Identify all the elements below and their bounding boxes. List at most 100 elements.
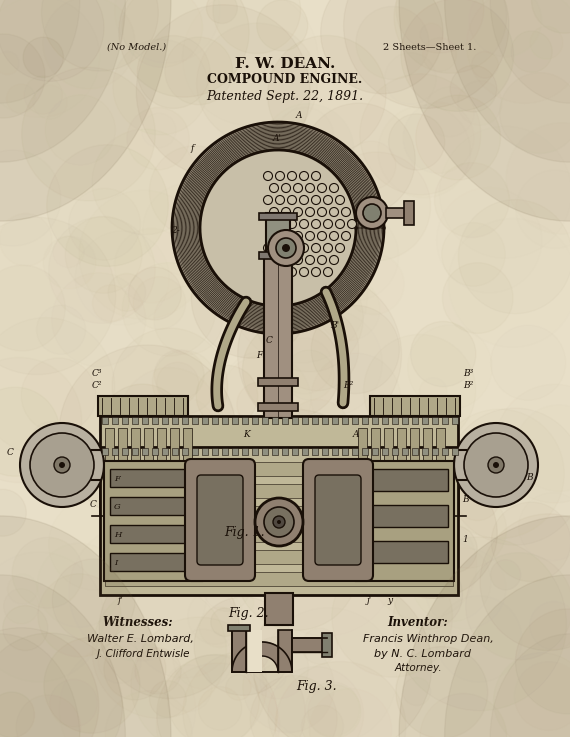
Bar [302, 448, 308, 455]
Text: B²: B² [463, 381, 473, 390]
Circle shape [322, 152, 430, 261]
Circle shape [299, 172, 308, 181]
Text: COMPOUND ENGINE.: COMPOUND ENGINE. [207, 73, 363, 86]
Circle shape [393, 560, 463, 629]
Circle shape [165, 37, 233, 105]
Bar [352, 417, 358, 424]
Circle shape [108, 273, 146, 311]
Bar [322, 448, 328, 455]
Bar [202, 417, 208, 424]
Bar [452, 448, 458, 455]
Bar [382, 417, 388, 424]
Bar [110, 497, 196, 515]
Bar [362, 505, 448, 527]
Circle shape [44, 638, 140, 733]
Bar [110, 553, 196, 571]
Circle shape [493, 462, 499, 468]
Circle shape [0, 0, 125, 162]
Circle shape [311, 172, 320, 181]
Text: H: H [114, 531, 121, 539]
Text: A': A' [273, 134, 282, 143]
Bar [232, 448, 238, 455]
Bar [322, 417, 328, 424]
Circle shape [206, 0, 237, 24]
Bar [259, 252, 297, 259]
Bar [142, 448, 148, 455]
Bar [112, 448, 118, 455]
Circle shape [262, 104, 353, 195]
Circle shape [48, 217, 155, 324]
Bar [358, 428, 367, 500]
Circle shape [352, 461, 436, 545]
Bar [172, 448, 178, 455]
Circle shape [332, 556, 453, 677]
Circle shape [311, 243, 320, 253]
Circle shape [420, 378, 447, 405]
Bar [352, 448, 358, 455]
Circle shape [54, 457, 70, 473]
Bar [104, 461, 202, 581]
Bar [382, 448, 388, 455]
Circle shape [282, 208, 291, 217]
Circle shape [131, 617, 267, 737]
Bar [192, 417, 198, 424]
Circle shape [282, 244, 290, 252]
Bar [100, 416, 458, 514]
Bar [410, 428, 419, 500]
Bar [422, 448, 428, 455]
Circle shape [47, 144, 168, 266]
Bar [397, 428, 406, 500]
Bar [242, 448, 248, 455]
Bar [152, 417, 158, 424]
Circle shape [299, 195, 308, 204]
Circle shape [410, 321, 476, 387]
Bar [302, 417, 308, 424]
Text: I: I [114, 559, 117, 567]
Bar [172, 417, 178, 424]
Circle shape [348, 220, 356, 228]
Circle shape [42, 0, 158, 71]
Polygon shape [232, 642, 292, 672]
Bar [442, 417, 448, 424]
Circle shape [324, 220, 332, 228]
Circle shape [336, 195, 344, 204]
Circle shape [20, 423, 104, 507]
Circle shape [294, 208, 303, 217]
Circle shape [368, 511, 477, 620]
FancyBboxPatch shape [315, 475, 361, 565]
Bar [162, 417, 168, 424]
Circle shape [149, 680, 186, 717]
Text: f': f' [118, 596, 124, 605]
Circle shape [356, 7, 429, 80]
Circle shape [287, 268, 296, 276]
Circle shape [192, 238, 311, 358]
Circle shape [270, 256, 279, 265]
Circle shape [442, 262, 513, 333]
Circle shape [0, 692, 34, 737]
Text: A: A [296, 111, 303, 120]
Bar [252, 417, 258, 424]
Circle shape [396, 646, 488, 737]
Text: (No Model.): (No Model.) [107, 43, 166, 52]
Circle shape [306, 256, 315, 265]
Text: B²: B² [343, 381, 353, 390]
Circle shape [0, 516, 171, 737]
Bar [258, 403, 298, 411]
Circle shape [59, 345, 237, 523]
Text: Witnesses:: Witnesses: [103, 616, 173, 629]
Circle shape [137, 35, 210, 108]
Bar [212, 448, 218, 455]
Circle shape [434, 163, 510, 237]
Bar [105, 428, 114, 500]
Text: B': B' [330, 321, 339, 330]
Circle shape [363, 204, 381, 222]
Circle shape [324, 195, 332, 204]
Circle shape [0, 628, 99, 737]
Circle shape [341, 231, 351, 240]
Bar [118, 428, 127, 500]
Circle shape [233, 593, 254, 613]
Circle shape [267, 35, 386, 154]
Bar [342, 448, 348, 455]
Circle shape [368, 469, 497, 598]
Bar [105, 506, 453, 520]
